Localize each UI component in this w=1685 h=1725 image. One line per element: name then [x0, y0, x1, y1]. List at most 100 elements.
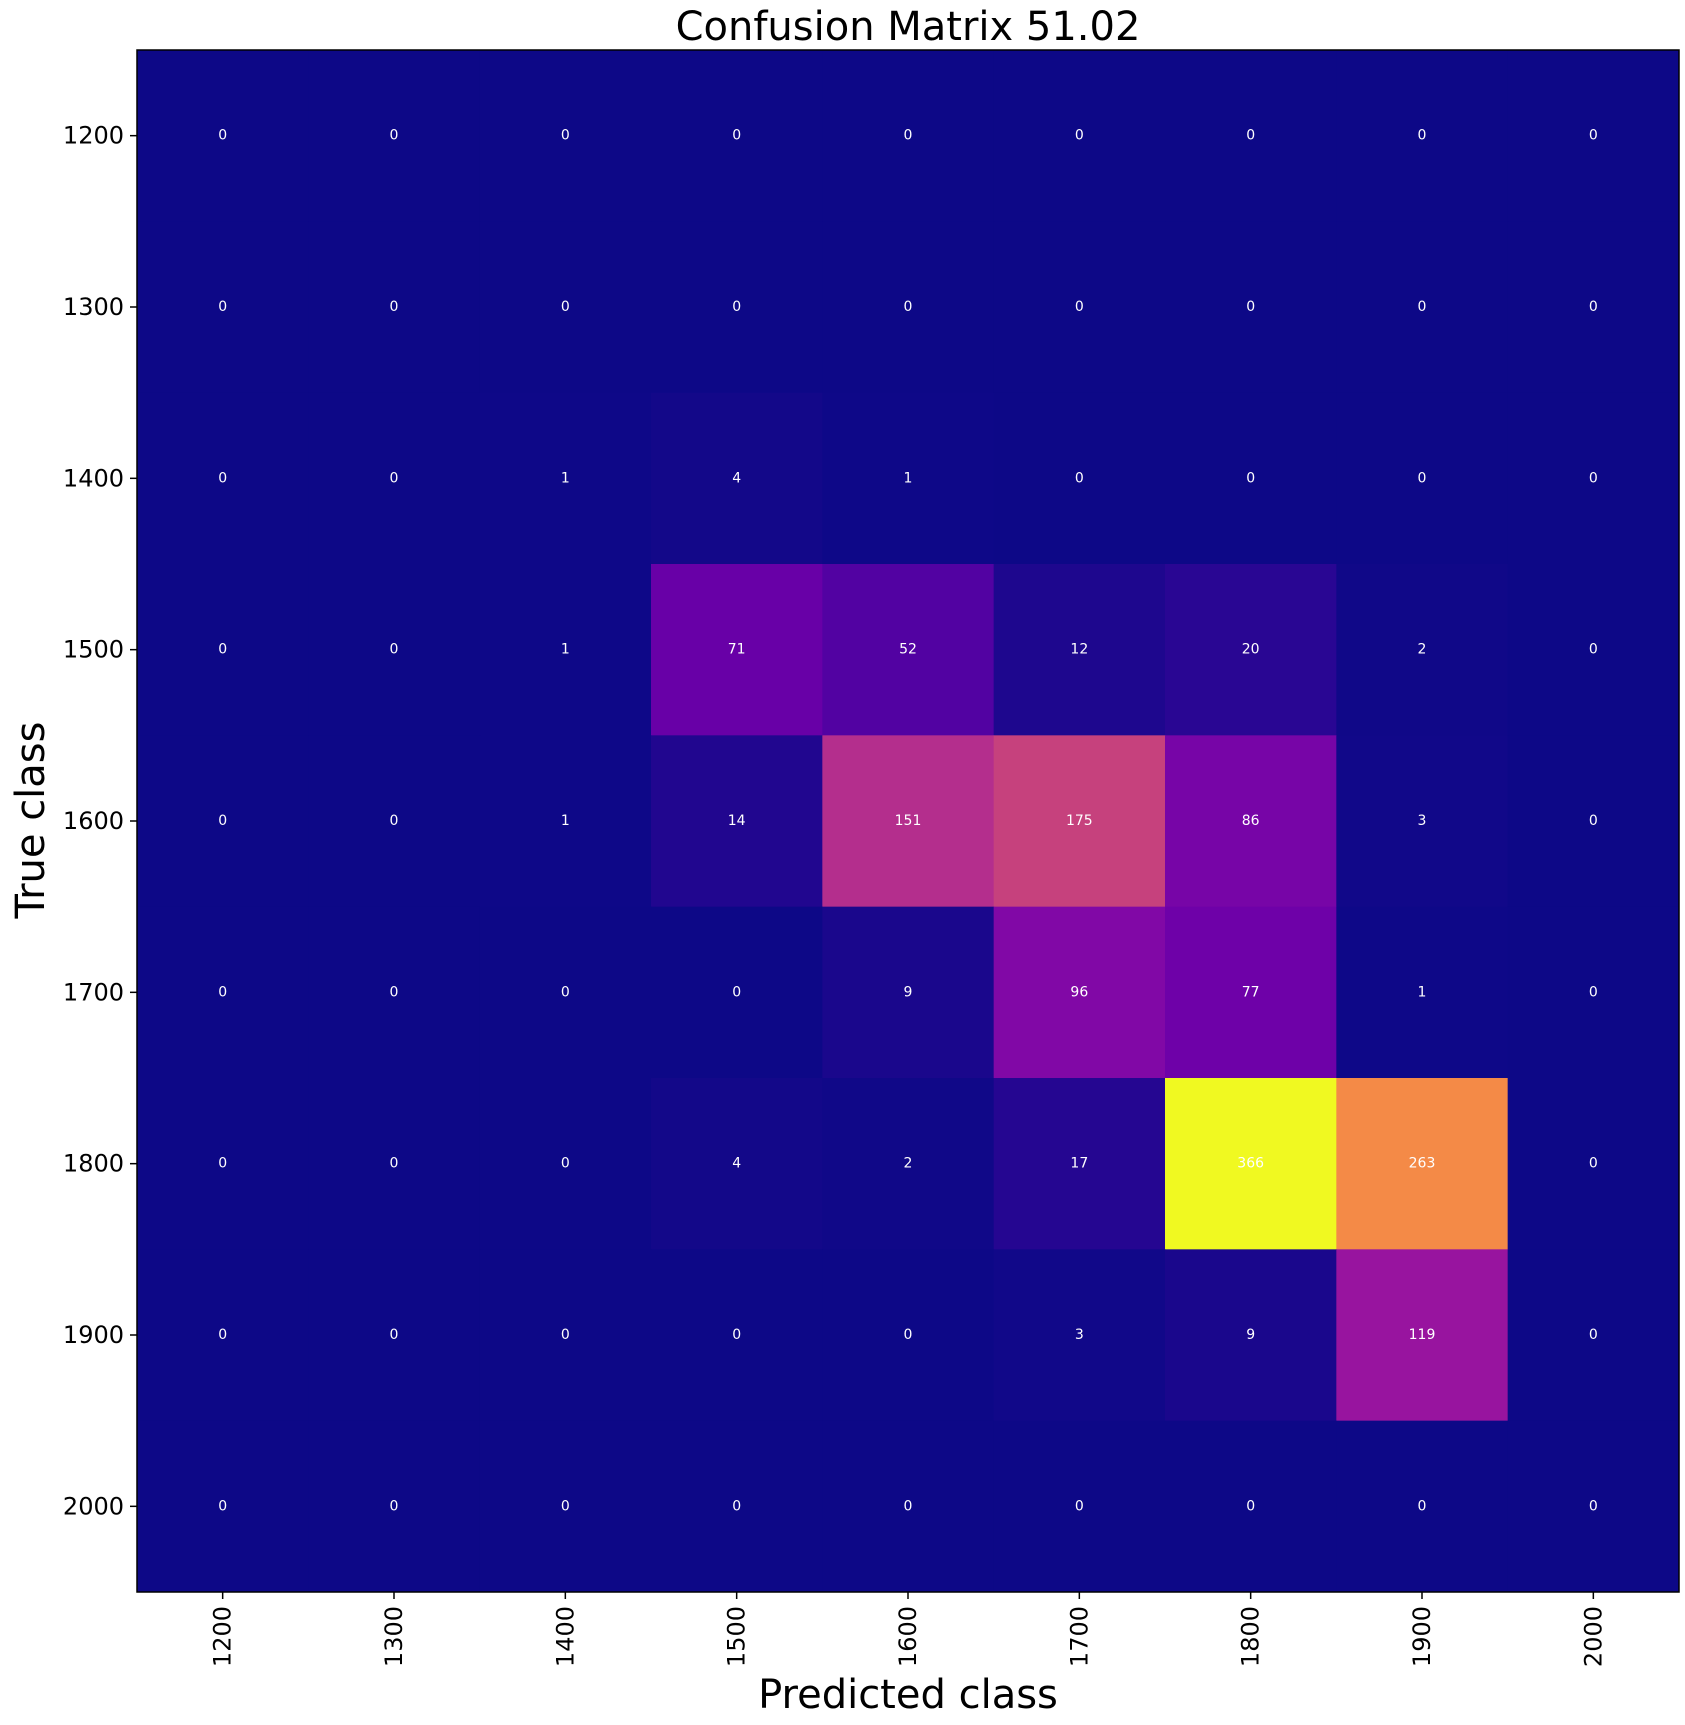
heatmap-cell [822, 1249, 995, 1422]
heatmap-cell [1165, 392, 1337, 565]
cell-value-label: 0 [218, 1498, 227, 1514]
heatmap-cell-labels: 0 0 0 0 0 0 0 0 00 0 0 0 0 0 0 0 00 0 1 4 1 0 0 0 00 0 1 71 52 12 20 2 0… [218, 128, 1598, 1515]
heatmap-cell [479, 1420, 652, 1593]
cell-value-label: 1 [904, 470, 913, 486]
heatmap-cell [822, 392, 995, 565]
heatmap-cell [1165, 221, 1337, 394]
heatmap-cell [1165, 735, 1337, 908]
cell-value-label: 0 [1075, 299, 1084, 315]
cell-value-label: 0 [732, 128, 741, 144]
heatmap-cell [822, 50, 995, 222]
y-axis-label: True class [8, 722, 54, 920]
heatmap-cell [1507, 50, 1680, 222]
cell-value-label: 0 [218, 984, 227, 1000]
heatmap-cell [1507, 1249, 1680, 1422]
x-tick-label: 1600 [894, 1606, 922, 1667]
x-tick-label: 1800 [1237, 1606, 1265, 1667]
y-tick-label: 1200 [63, 122, 124, 150]
heatmap-cell [993, 906, 1166, 1079]
cell-value-label: 3 [1418, 813, 1427, 829]
cell-value-label: 0 [1075, 1498, 1084, 1514]
cell-value-label: 0 [390, 642, 399, 658]
cell-value-label: 0 [904, 299, 913, 315]
heatmap-cell [308, 1078, 481, 1250]
heatmap-cell [1336, 1420, 1509, 1593]
heatmap-cell [1165, 1420, 1337, 1593]
heatmap-cell [308, 392, 481, 565]
heatmap-cell [1165, 906, 1337, 1079]
heatmap-cell [1336, 906, 1509, 1079]
heatmap-cell [137, 221, 309, 394]
heatmap-cell [1165, 1078, 1337, 1250]
heatmap-cell [822, 1078, 995, 1250]
y-tick-label: 1700 [63, 978, 124, 1006]
heatmap-cell [1336, 221, 1509, 394]
heatmap-cell [137, 735, 309, 908]
heatmap-cell [479, 564, 652, 736]
heatmap-cell [993, 392, 1166, 565]
x-tick-label: 1400 [551, 1606, 579, 1667]
cell-value-label: 0 [1418, 470, 1427, 486]
heatmap-cell [993, 735, 1166, 908]
heatmap-cell [651, 1420, 823, 1593]
heatmap-cells [137, 50, 1680, 1593]
cell-value-label: 0 [390, 470, 399, 486]
heatmap-cell [479, 50, 652, 222]
cell-value-label: 0 [561, 1156, 570, 1172]
heatmap-cell [1336, 735, 1509, 908]
heatmap-cell [137, 564, 309, 736]
cell-value-label: 0 [1418, 128, 1427, 144]
cell-value-label: 1 [561, 813, 570, 829]
heatmap-cell [308, 906, 481, 1079]
heatmap-cell [137, 1078, 309, 1250]
y-tick-label: 1300 [63, 293, 124, 321]
cell-value-label: 9 [904, 984, 913, 1000]
heatmap-cell [993, 1249, 1166, 1422]
cell-value-label: 0 [732, 984, 741, 1000]
cell-value-label: 0 [1418, 299, 1427, 315]
y-tick-label: 1600 [63, 807, 124, 835]
cell-value-label: 0 [904, 128, 913, 144]
cell-value-label: 96 [1070, 984, 1088, 1000]
cell-value-label: 151 [895, 813, 922, 829]
heatmap-cell [479, 906, 652, 1079]
heatmap-cell [1507, 1078, 1680, 1250]
heatmap-cell [308, 1420, 481, 1593]
cell-value-label: 9 [1246, 1327, 1255, 1343]
x-tick-label: 1300 [380, 1606, 408, 1667]
y-axis-ticks: 1200 1300 1400 1500 1600 1700 1800 1900 2000 [63, 122, 137, 1520]
cell-value-label: 366 [1237, 1156, 1264, 1172]
cell-value-label: 1 [561, 470, 570, 486]
heatmap-cell [137, 1249, 309, 1422]
heatmap-cell [308, 221, 481, 394]
cell-value-label: 0 [1246, 299, 1255, 315]
cell-value-label: 0 [390, 1498, 399, 1514]
cell-value-label: 0 [561, 1498, 570, 1514]
cell-value-label: 86 [1242, 813, 1260, 829]
heatmap-cell [651, 1249, 823, 1422]
heatmap-cell [651, 50, 823, 222]
cell-value-label: 0 [1246, 128, 1255, 144]
heatmap-cell [993, 564, 1166, 736]
cell-value-label: 263 [1409, 1156, 1436, 1172]
y-tick-label: 1500 [63, 636, 124, 664]
cell-value-label: 0 [561, 299, 570, 315]
y-tick-label: 1800 [63, 1150, 124, 1178]
cell-value-label: 0 [390, 813, 399, 829]
cell-value-label: 0 [218, 1327, 227, 1343]
cell-value-label: 77 [1242, 984, 1260, 1000]
heatmap-cell [479, 1078, 652, 1250]
heatmap-cell [1336, 1249, 1509, 1422]
heatmap-cell [651, 392, 823, 565]
x-tick-label: 1500 [723, 1606, 751, 1667]
chart-title: Confusion Matrix 51.02 [676, 4, 1141, 50]
heatmap-cell [308, 50, 481, 222]
cell-value-label: 0 [904, 1498, 913, 1514]
heatmap-cell [1165, 564, 1337, 736]
heatmap-cell [308, 1249, 481, 1422]
heatmap-cell [822, 1420, 995, 1593]
cell-value-label: 0 [1589, 813, 1598, 829]
cell-value-label: 1 [1418, 984, 1427, 1000]
cell-value-label: 0 [218, 642, 227, 658]
